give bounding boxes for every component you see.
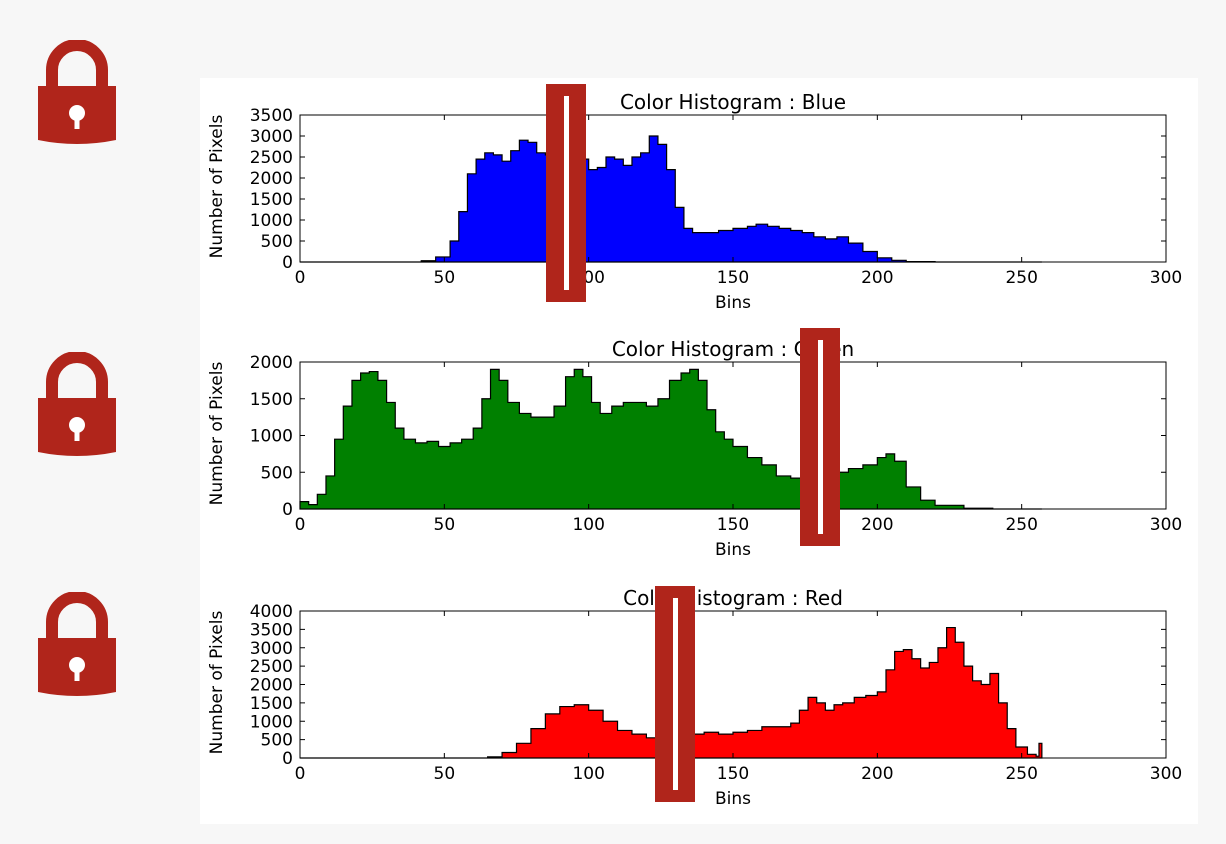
histogram-area (300, 135, 1042, 263)
x-tick-label: 200 (861, 764, 893, 784)
x-tick-label: 150 (717, 515, 749, 535)
y-tick-label: 1500 (250, 694, 293, 714)
x-axis-label: Bins (715, 789, 751, 809)
x-tick-label: 300 (1150, 268, 1182, 288)
y-tick-label: 2500 (250, 148, 293, 168)
x-tick-label: 250 (1005, 268, 1037, 288)
y-tick-label: 500 (261, 232, 293, 252)
y-tick-label: 4000 (250, 602, 293, 622)
marker-slot (673, 598, 679, 790)
x-tick-label: 300 (1150, 515, 1182, 535)
x-axis-label: Bins (715, 540, 751, 560)
marker-green[interactable] (799, 328, 840, 546)
marker-slot (563, 96, 569, 290)
x-tick-label: 0 (295, 268, 306, 288)
y-tick-label: 3000 (250, 639, 293, 659)
lock-icon[interactable] (36, 352, 118, 458)
x-axis-label: Bins (715, 293, 751, 313)
histogram-figure: 0 50 100 150 200 250 300 0 500 1000 1500 2000 2500 30… (200, 78, 1198, 824)
y-axis-label: Number of Pixels (207, 115, 227, 259)
lock-icon[interactable] (36, 40, 118, 146)
x-tick-label: 200 (861, 268, 893, 288)
histogram-area (299, 368, 1042, 510)
y-tick-label: 1500 (250, 190, 293, 210)
y-tick-label: 1500 (250, 390, 293, 410)
y-tick-label: 2000 (250, 169, 293, 189)
x-tick-label: 150 (717, 764, 749, 784)
marker-blue[interactable] (545, 84, 586, 302)
y-tick-label: 2000 (250, 353, 293, 373)
x-tick-label: 250 (1005, 515, 1037, 535)
y-tick-label: 2000 (250, 676, 293, 696)
y-axis-label: Number of Pixels (207, 611, 227, 755)
y-axis-label: Number of Pixels (207, 362, 227, 506)
x-tick-label: 0 (295, 764, 306, 784)
x-tick-label: 50 (434, 515, 456, 535)
x-tick-label: 100 (572, 515, 604, 535)
y-tick-label: 2500 (250, 657, 293, 677)
histogram-plots: 0 50 100 150 200 250 3000500100015002000250030… (207, 90, 1182, 809)
y-tick-label: 0 (282, 749, 293, 769)
x-tick-label: 50 (434, 764, 456, 784)
chart-title: Color Histogram : Blue (620, 90, 846, 114)
y-tick-label: 0 (282, 500, 293, 520)
y-tick-label: 1000 (250, 712, 293, 732)
y-tick-label: 1000 (250, 211, 293, 231)
lock-icon[interactable] (36, 592, 118, 698)
x-tick-label: 300 (1150, 764, 1182, 784)
marker-red[interactable] (655, 586, 696, 802)
x-tick-label: 0 (295, 515, 306, 535)
x-tick-label: 100 (572, 764, 604, 784)
y-tick-label: 3000 (250, 127, 293, 147)
histogram-area (300, 626, 1043, 759)
x-tick-label: 250 (1005, 764, 1037, 784)
x-tick-label: 50 (434, 268, 456, 288)
y-tick-label: 0 (282, 253, 293, 273)
y-tick-label: 500 (261, 463, 293, 483)
x-tick-label: 150 (717, 268, 749, 288)
y-tick-label: 3500 (250, 106, 293, 126)
y-tick-label: 3500 (250, 620, 293, 640)
x-tick-label: 200 (861, 515, 893, 535)
y-tick-label: 500 (261, 731, 293, 751)
marker-slot (817, 340, 823, 534)
y-tick-label: 1000 (250, 427, 293, 447)
